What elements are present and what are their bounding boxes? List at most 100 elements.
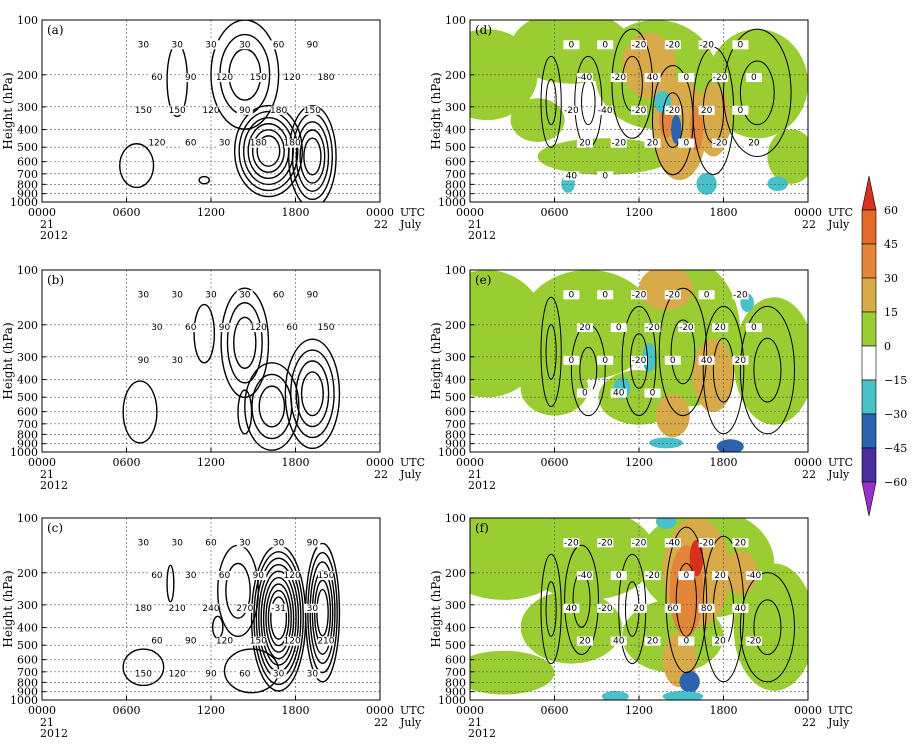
contour-label: 120 — [202, 106, 219, 116]
contour-line — [300, 371, 324, 417]
contour-label-bg — [576, 388, 593, 398]
shaded-region — [767, 176, 788, 192]
contour-label: -20 — [733, 290, 748, 300]
y-axis-label: Height (hPa) — [429, 322, 443, 399]
plot-area: 0 0 -20 -20 -20 0 -40 -20 40 0 -20 0 -20 -40 -20 -20 20 0… — [470, 20, 808, 202]
y-tick-label: 500 — [17, 391, 38, 404]
contour-label: -20 — [713, 73, 728, 83]
shaded-region — [696, 83, 731, 157]
contour-line — [739, 60, 775, 126]
x-tick-label: 1200 — [197, 704, 225, 717]
contour-label: 120 — [284, 73, 301, 83]
contour-label-bg — [664, 538, 681, 548]
y-tick-label: 1000 — [438, 196, 466, 209]
contour-label-bg — [597, 355, 614, 365]
x-unit-label: July — [399, 716, 422, 729]
colorbar-segment — [861, 277, 877, 313]
panel-label: (e) — [475, 273, 491, 287]
contour-label-bg — [250, 138, 267, 148]
contour-label: 40 — [613, 389, 625, 399]
contour-label-bg — [664, 105, 681, 115]
contour-label: 150 — [135, 669, 152, 679]
contour-label-bg — [216, 73, 233, 83]
contour-label-bg — [664, 40, 681, 50]
contour-label: 20 — [735, 538, 747, 548]
contour-label-bg — [745, 636, 762, 646]
y-tick-label: 300 — [17, 599, 38, 612]
panel-label: (c) — [47, 521, 63, 535]
contour-label: 180 — [270, 106, 287, 116]
contour-label-bg — [610, 323, 627, 333]
x-date-label: 21 — [40, 218, 54, 231]
contour-line — [739, 572, 795, 683]
contour-label: 40 — [566, 171, 578, 181]
contour-label: 30 — [138, 40, 150, 50]
contour-label: -20 — [747, 637, 762, 647]
panel-label: (b) — [47, 273, 64, 287]
contour-line — [630, 333, 648, 389]
x-date-label: 2012 — [40, 479, 68, 492]
contour-label: 120 — [169, 669, 186, 679]
contour-label: 30 — [273, 669, 285, 679]
contour-label: 0 — [683, 139, 689, 149]
contour-label: 90 — [307, 290, 319, 300]
x-tick-label: 0600 — [113, 456, 141, 469]
y-tick-label: 200 — [445, 69, 466, 82]
contour-label-bg — [182, 571, 199, 581]
contour-label-bg — [270, 290, 287, 300]
y-axis-label: Height (hPa) — [429, 72, 443, 149]
contour-label: 0 — [602, 171, 608, 181]
x-unit-label: UTC — [828, 206, 853, 219]
contour-label: 40 — [566, 604, 578, 614]
contour-label: 60 — [151, 73, 163, 83]
x-tick-label: 1200 — [625, 704, 653, 717]
contour-label-bg — [148, 636, 165, 646]
contour-label-bg — [304, 40, 321, 50]
y-tick-label: 700 — [445, 666, 466, 679]
contour-label: -20 — [665, 40, 680, 50]
contour-label: 60 — [151, 571, 163, 581]
contour-label-bg — [563, 603, 580, 613]
y-tick-label: 100 — [17, 14, 38, 27]
contour-label: 90 — [307, 40, 319, 50]
contour-label: 0 — [751, 323, 757, 333]
contour-line — [288, 104, 337, 202]
shaded-region — [723, 550, 758, 595]
contour-label-bg — [135, 603, 152, 613]
contour-label: -20 — [611, 73, 626, 83]
contour-label-bg — [610, 636, 627, 646]
y-tick-label: 500 — [17, 639, 38, 652]
contour-label: -40 — [747, 571, 762, 581]
contour-label-bg — [135, 105, 152, 115]
contour-label-bg — [563, 105, 580, 115]
contour-label-bg — [631, 290, 647, 300]
x-date-label: 22 — [374, 716, 388, 729]
y-tick-label: 1000 — [10, 196, 38, 209]
contour-label-bg — [712, 636, 729, 646]
contour-line — [242, 116, 294, 186]
contour-label-bg — [698, 290, 715, 300]
panel-label: (f) — [475, 521, 489, 535]
y-tick-label: 600 — [445, 406, 466, 419]
y-tick-label: 1000 — [438, 694, 466, 707]
y-tick-label: 1000 — [10, 694, 38, 707]
contour-line — [299, 129, 326, 184]
contour-label: 80 — [701, 604, 713, 614]
contour-label: 90 — [185, 637, 197, 647]
contour-label-bg — [698, 355, 715, 365]
contour-line — [251, 129, 285, 173]
contour-label: -31 — [271, 604, 286, 614]
x-date-label: 22 — [802, 218, 816, 231]
contour-label-bg — [576, 571, 593, 581]
shaded-region — [601, 690, 629, 700]
contour-label: 60 — [185, 323, 197, 333]
x-date-label: 2012 — [468, 727, 496, 740]
contour-label: 180 — [135, 604, 152, 614]
contour-label-bg — [216, 323, 233, 333]
contour-label: 90 — [185, 73, 197, 83]
contour-line — [581, 78, 596, 126]
panel-label: (a) — [47, 23, 64, 37]
contour-label-bg — [712, 571, 729, 581]
y-tick-label: 800 — [17, 178, 38, 191]
contour-label: 30 — [239, 40, 251, 50]
